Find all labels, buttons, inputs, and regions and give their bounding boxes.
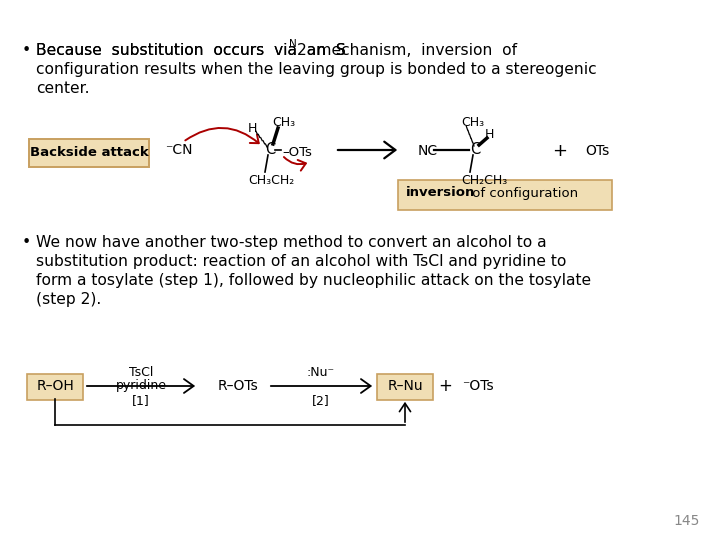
Text: We now have another two-step method to convert an alcohol to a: We now have another two-step method to c… [36,235,546,250]
FancyArrowPatch shape [284,157,306,171]
Text: R–OH: R–OH [36,379,74,393]
Text: •: • [22,43,31,58]
Text: +: + [438,377,452,395]
Text: C: C [265,143,275,158]
FancyBboxPatch shape [377,374,433,400]
Text: 145: 145 [674,514,700,528]
Text: form a tosylate (step 1), followed by nucleophilic attack on the tosylate: form a tosylate (step 1), followed by nu… [36,273,591,288]
Text: R–Nu: R–Nu [387,379,423,393]
FancyArrowPatch shape [185,128,258,143]
FancyBboxPatch shape [29,139,149,167]
FancyArrowPatch shape [400,403,410,422]
FancyBboxPatch shape [27,374,83,400]
Text: CH₃: CH₃ [461,116,484,129]
Text: OTs: OTs [585,144,609,158]
Text: 2  mechanism,  inversion  of: 2 mechanism, inversion of [297,43,518,58]
Text: ⁻CN: ⁻CN [165,143,192,157]
Text: CH₃: CH₃ [272,116,295,129]
Text: configuration results when the leaving group is bonded to a stereogenic: configuration results when the leaving g… [36,62,597,77]
Text: center.: center. [36,81,89,96]
Text: of configuration: of configuration [468,186,578,199]
Text: R–OTs: R–OTs [218,379,258,393]
FancyArrowPatch shape [87,379,194,393]
Text: TsCl: TsCl [129,367,153,380]
Text: substitution product: reaction of an alcohol with TsCl and pyridine to: substitution product: reaction of an alc… [36,254,567,269]
Text: inversion: inversion [406,186,475,199]
Text: •: • [22,235,31,250]
Text: N: N [289,39,297,49]
Text: pyridine: pyridine [115,380,166,393]
Text: H: H [247,122,257,134]
FancyBboxPatch shape [398,180,612,210]
Text: –OTs: –OTs [282,145,312,159]
FancyArrowPatch shape [271,379,371,393]
Text: CH₂CH₃: CH₂CH₃ [461,173,508,186]
Text: ⁻OTs: ⁻OTs [462,379,494,393]
FancyArrowPatch shape [338,141,395,158]
Text: CH₃CH₂: CH₃CH₂ [248,173,294,186]
Text: Backside attack: Backside attack [30,145,148,159]
Text: NC: NC [418,144,438,158]
Text: (step 2).: (step 2). [36,292,102,307]
Text: [1]: [1] [132,395,150,408]
Text: :Nu⁻: :Nu⁻ [307,367,335,380]
Text: C: C [470,143,480,158]
Text: Because  substitution  occurs  via  an  S: Because substitution occurs via an S [36,43,346,58]
Text: [2]: [2] [312,395,330,408]
Text: Because  substitution  occurs  via  an  S: Because substitution occurs via an S [36,43,346,58]
Text: H: H [485,127,494,140]
Text: +: + [552,142,567,160]
